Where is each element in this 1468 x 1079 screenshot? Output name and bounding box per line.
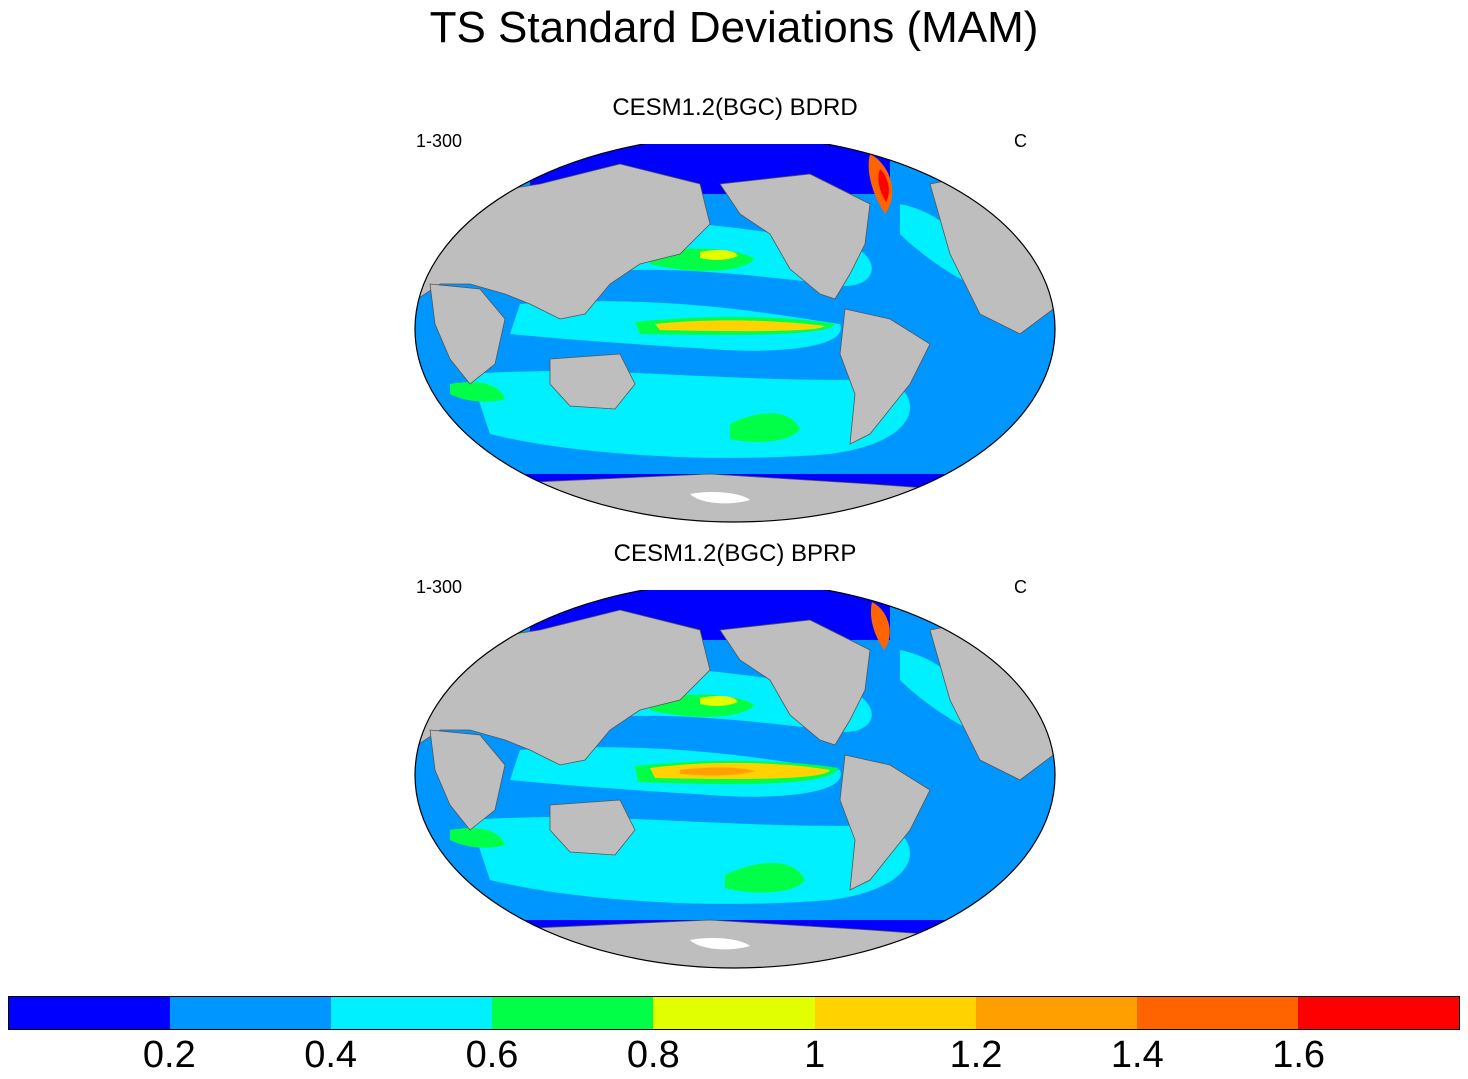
- enso-hot: [680, 767, 755, 776]
- south-america: [839, 308, 931, 445]
- north-atlantic-band: [900, 204, 972, 284]
- colorbar-tick-label: 1.6: [1272, 1034, 1326, 1076]
- panel-left-label: 1-300: [416, 131, 463, 151]
- colorbar-segment: [975, 997, 1137, 1029]
- africa: [429, 283, 506, 385]
- colorbar-labels: 0.2 0.4 0.6 0.8 1 1.2 1.4 1.6: [0, 1034, 1468, 1078]
- africa: [429, 729, 506, 831]
- page-title: TS Standard Deviations (MAM): [429, 3, 1039, 52]
- ice-shelf: [690, 938, 750, 950]
- australia: [549, 353, 636, 410]
- map-panel-2: CESM1.2(BGC) BPRP 1-300 C: [410, 540, 1060, 970]
- north-america: [719, 619, 871, 746]
- map-panel-1: CESM1.2(BGC) BDRD 1-300 C: [410, 94, 1060, 524]
- australia: [549, 799, 636, 856]
- panel-right-label: C: [1014, 577, 1027, 597]
- colorbar-tick-label: 0.4: [304, 1034, 358, 1076]
- panel-title: CESM1.2(BGC) BPRP: [613, 540, 857, 567]
- labrador-core: [870, 602, 890, 650]
- pacific-yellow: [700, 249, 738, 260]
- southern-green: [725, 862, 805, 893]
- colorbar-segment: [9, 997, 171, 1029]
- colorbar-segment: [814, 997, 976, 1029]
- panel-left-label: 1-300: [416, 577, 463, 597]
- colorbar-segment: [653, 997, 815, 1029]
- indian-green: [450, 828, 505, 848]
- colorbar-tick-label: 1.2: [949, 1034, 1003, 1076]
- colorbar-tick-label: 0.8: [626, 1034, 680, 1076]
- colorbar-segment: [331, 997, 493, 1029]
- colorbar-tick-label: 1.4: [1110, 1034, 1164, 1076]
- colorbar-segment: [1136, 997, 1298, 1029]
- pacific-yellow: [700, 695, 738, 706]
- colorbar-tick-label: 0.6: [465, 1034, 519, 1076]
- enso-core: [655, 320, 825, 332]
- robinson-map: [414, 590, 1056, 969]
- colorbar-segment: [492, 997, 654, 1029]
- indian-green: [450, 382, 505, 402]
- colorbar-tick-label: 0.2: [142, 1034, 196, 1076]
- panel-title: CESM1.2(BGC) BDRD: [612, 94, 858, 121]
- colorbar-segment: [170, 997, 332, 1029]
- north-america: [719, 173, 871, 300]
- colorbar-tick-label: 1: [804, 1034, 826, 1076]
- panel-right-label: C: [1014, 131, 1027, 151]
- colorbar: [8, 996, 1460, 1030]
- south-america: [839, 754, 931, 891]
- ice-shelf: [690, 492, 750, 504]
- southern-green: [730, 413, 800, 442]
- labrador-hot: [878, 169, 889, 202]
- robinson-map: [414, 144, 1056, 523]
- colorbar-segment: [1297, 997, 1459, 1029]
- north-atlantic-band: [900, 650, 972, 730]
